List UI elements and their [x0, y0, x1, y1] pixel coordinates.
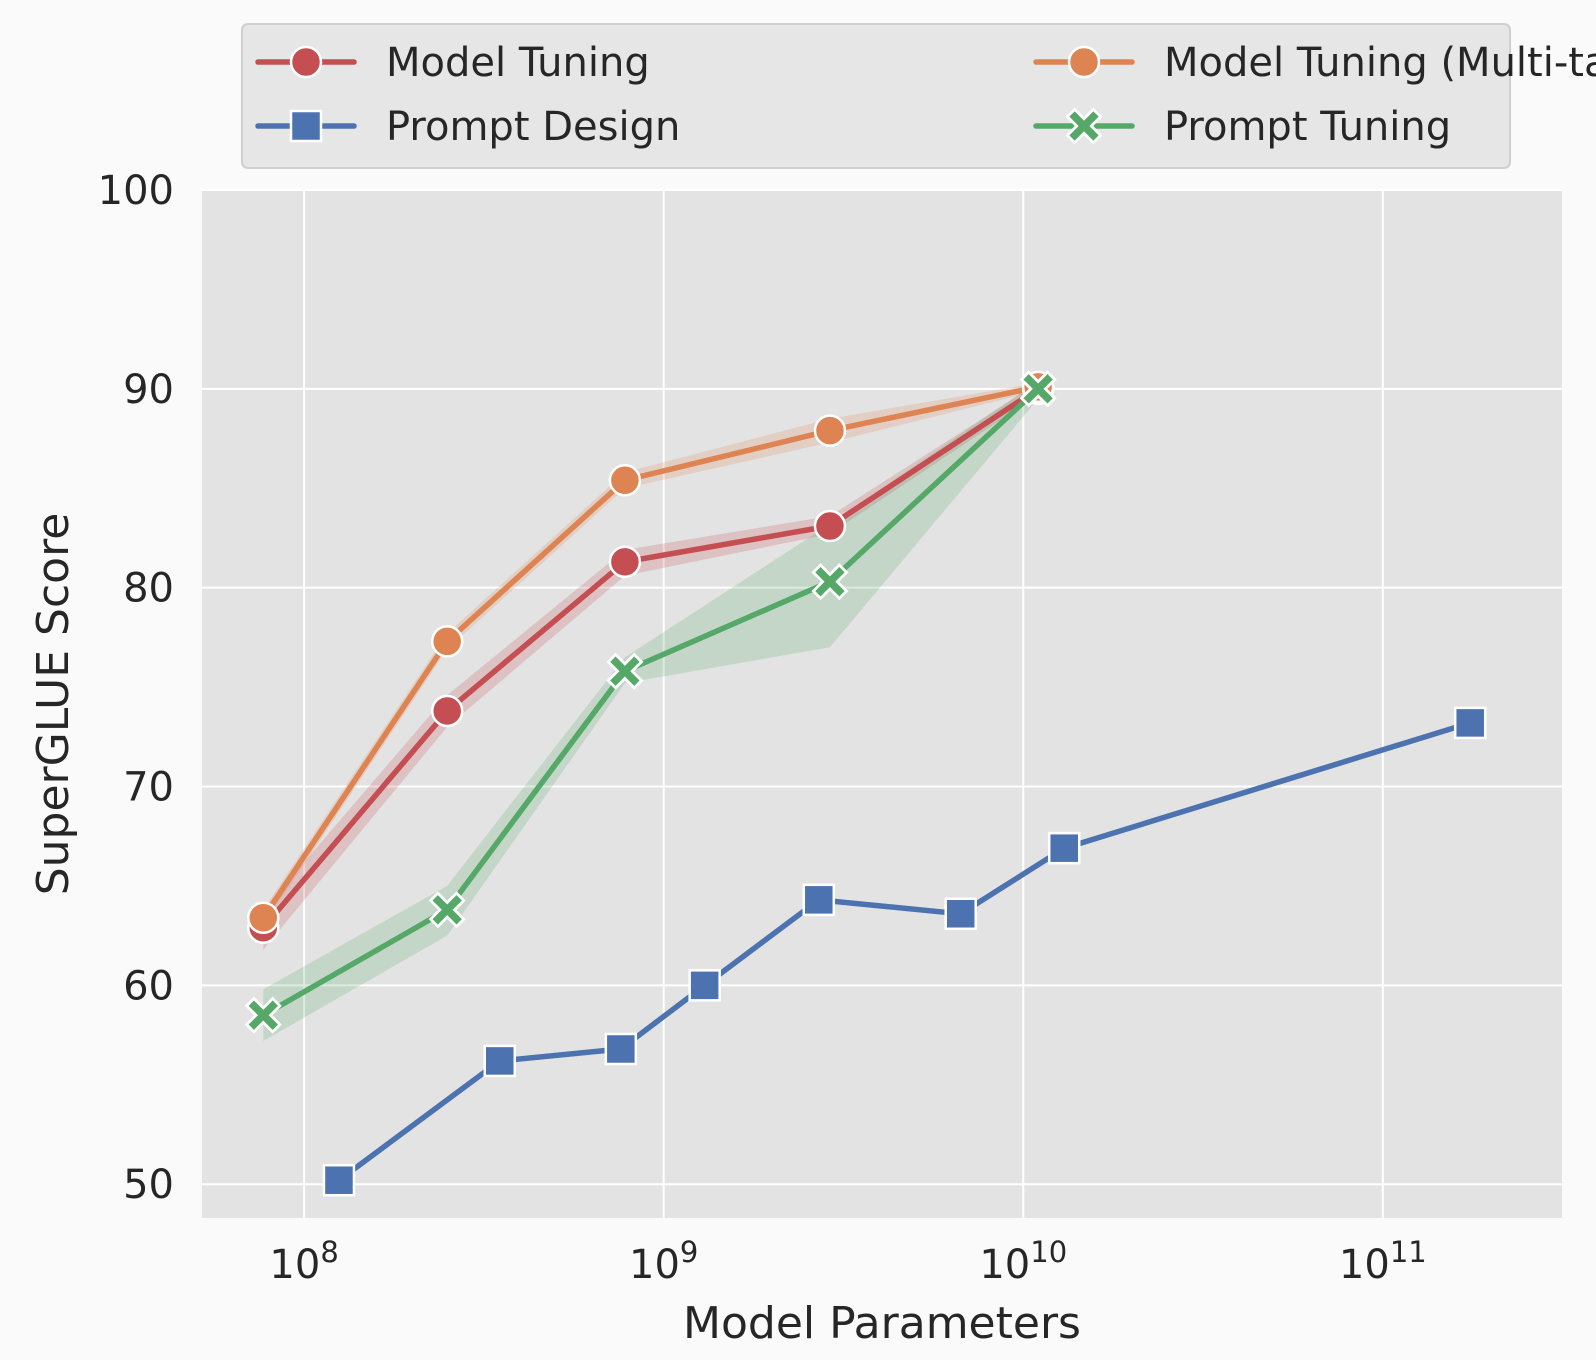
y-axis-label: SuperGLUE Score [28, 513, 79, 896]
square-marker [802, 883, 836, 917]
legend-label-prompt-tuning: Prompt Tuning [1164, 104, 1451, 150]
circle-marker [430, 694, 464, 728]
square-marker [1453, 706, 1487, 740]
y-tick-label: 70 [123, 765, 174, 811]
x-marker [432, 895, 462, 925]
x-marker [610, 656, 640, 686]
y-tick-label: 60 [123, 963, 174, 1009]
x-tick-labels: 108 109 1010 1011 [269, 1235, 1426, 1288]
legend-label-prompt-design: Prompt Design [386, 104, 680, 150]
x-marker [1069, 111, 1099, 141]
plot-area [202, 190, 1562, 1218]
grid-lines [202, 189, 1562, 1218]
circle-marker [813, 414, 847, 447]
prompt-tuning-band [263, 380, 1039, 1041]
y-tick-label: 100 [98, 168, 174, 214]
x-marker [815, 567, 845, 597]
series-markers [244, 370, 1487, 1197]
y-tick-labels: 50 60 70 80 90 100 [98, 168, 174, 1208]
circle-marker [813, 509, 847, 543]
square-marker [483, 1044, 516, 1078]
x-tick-label: 109 [629, 1235, 698, 1288]
square-marker [289, 109, 323, 143]
circle-marker [289, 45, 323, 79]
legend-box [241, 23, 1511, 169]
square-marker [1047, 831, 1081, 865]
circle-marker [1067, 45, 1101, 79]
x-marker [1023, 374, 1053, 404]
y-tick-label: 80 [123, 566, 174, 612]
square-marker [604, 1032, 638, 1066]
square-marker [322, 1163, 356, 1197]
circle-marker [247, 901, 280, 935]
x-tick-label: 1010 [979, 1235, 1067, 1288]
legend-label-model-tuning-multi-task: Model Tuning (Multi-task) [1164, 40, 1596, 86]
x-tick-label: 1011 [1339, 1235, 1427, 1288]
square-marker [688, 969, 721, 1002]
legend: Model Tuning Prompt Design Model Tuning (M… [241, 23, 1596, 169]
x-marker [248, 1000, 278, 1030]
y-tick-label: 50 [123, 1162, 174, 1208]
circle-marker [608, 545, 642, 579]
circle-marker [608, 464, 642, 497]
legend-label-model-tuning: Model Tuning [386, 40, 650, 86]
x-axis-label: Model Parameters [683, 1298, 1081, 1349]
prompt-design-line [336, 720, 1473, 1183]
x-tick-label: 108 [269, 1235, 338, 1288]
y-tick-label: 90 [123, 367, 174, 413]
square-marker [944, 897, 977, 931]
circle-marker [430, 625, 464, 658]
